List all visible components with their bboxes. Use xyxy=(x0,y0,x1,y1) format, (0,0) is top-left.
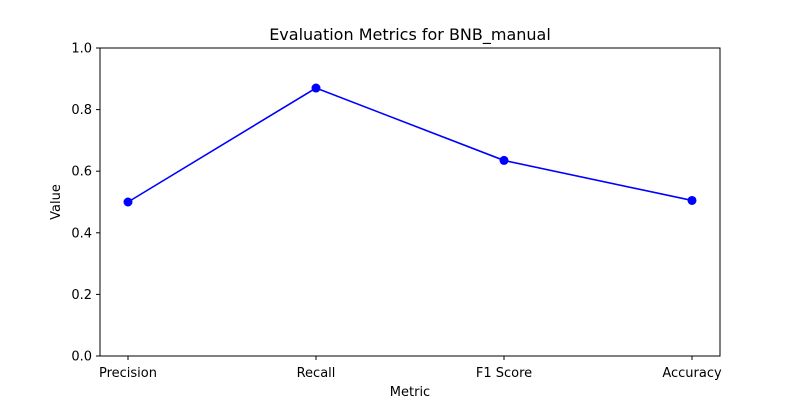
plot-frame xyxy=(99,47,721,357)
x-axis-label: Metric xyxy=(390,385,430,400)
x-tick-label: Recall xyxy=(297,366,336,381)
x-tick-label: Accuracy xyxy=(662,366,722,381)
y-axis-label: Value xyxy=(49,184,64,220)
data-point-f1-score xyxy=(499,155,509,165)
data-point-recall xyxy=(311,83,321,93)
series-line xyxy=(127,87,693,203)
y-tick-label: 1.0 xyxy=(71,42,92,57)
x-tick-label: F1 Score xyxy=(476,366,532,381)
x-tick-label: Precision xyxy=(99,366,157,381)
y-tick-label: 0.4 xyxy=(71,226,92,241)
y-tick-label: 0.8 xyxy=(71,103,92,118)
data-point-accuracy xyxy=(687,195,697,205)
data-point-precision xyxy=(123,197,133,207)
y-tick-label: 0.2 xyxy=(71,288,92,303)
chart-title: Evaluation Metrics for BNB_manual xyxy=(269,25,551,45)
y-tick-label: 0.6 xyxy=(71,165,92,180)
y-tick-label: 0.0 xyxy=(71,350,92,365)
plot-area: 0.0 0.2 0.4 0.6 0.8 1.0 Precision Recall F1 Scor… xyxy=(71,42,722,382)
